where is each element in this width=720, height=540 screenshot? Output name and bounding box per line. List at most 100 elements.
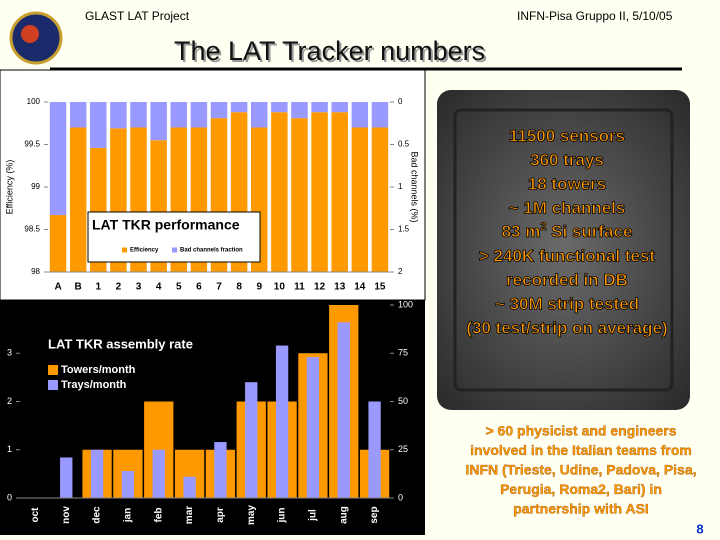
- bar: [371, 102, 389, 128]
- x-tick-label: aug: [338, 506, 349, 524]
- y2-tick-label: 0: [398, 492, 403, 502]
- x-tick-label: jan: [123, 508, 134, 523]
- bar: [110, 102, 127, 129]
- photo-line: ~ 1M channels: [509, 198, 626, 217]
- bar: [90, 449, 104, 498]
- x-tick-label: 12: [314, 282, 326, 293]
- legend-swatch: [48, 380, 58, 390]
- x-tick-label: sep: [369, 506, 380, 523]
- x-tick-label: 8: [236, 282, 242, 293]
- bar: [152, 449, 165, 498]
- bar: [331, 102, 348, 113]
- x-tick-label: 15: [374, 282, 386, 293]
- photo-line-part: 83 m: [502, 222, 541, 241]
- x-tick-label: mar: [184, 506, 195, 524]
- title-shadow: The LAT Tracker numbers: [176, 38, 487, 68]
- bar: [69, 127, 87, 272]
- bar: [121, 470, 135, 498]
- y-tick-label: 0: [7, 492, 12, 502]
- x-tick-label: 14: [354, 282, 366, 293]
- bar: [49, 215, 67, 272]
- page-number: 8: [696, 521, 703, 536]
- legend-label: Trays/month: [61, 379, 127, 391]
- legend-label: Efficiency: [130, 248, 159, 254]
- bar: [291, 102, 308, 119]
- bar: [271, 102, 288, 113]
- legend-swatch: [172, 247, 177, 253]
- bar: [271, 112, 288, 272]
- x-tick-label: 10: [274, 282, 286, 293]
- bar: [210, 102, 228, 119]
- y2-tick-label: 0: [398, 97, 403, 106]
- x-tick-label: 11: [294, 282, 305, 293]
- bar: [183, 476, 196, 498]
- bar: [130, 102, 147, 128]
- bar: [230, 102, 248, 113]
- y2-tick-label: 0.5: [398, 140, 410, 149]
- legend-label: Bad channels fraction: [180, 248, 243, 254]
- bar: [170, 102, 188, 128]
- bar: [190, 102, 208, 128]
- x-tick-label: feb: [153, 508, 164, 523]
- title: The LAT Tracker numbers: [174, 36, 485, 66]
- photo-line: (30 test/strip on average): [466, 318, 667, 337]
- footnote-line: Perugia, Roma2, Bari) in: [500, 481, 662, 497]
- x-tick-label: jul: [308, 509, 319, 522]
- x-tick-label: 1: [96, 282, 102, 293]
- x-tick-label: may: [246, 505, 257, 525]
- bar: [275, 345, 289, 498]
- x-tick-label: 3: [136, 282, 142, 293]
- footnote-line: partnership with ASI: [513, 501, 649, 517]
- y-tick-label: 98: [31, 267, 40, 276]
- y-tick-label: 2: [7, 396, 12, 406]
- y-tick-label: 99: [31, 182, 40, 191]
- y2-tick-label: 1.5: [398, 225, 410, 234]
- bar: [331, 112, 348, 272]
- footnote-line: > 60 physicist and engineers: [485, 423, 676, 439]
- bar: [60, 457, 73, 498]
- y-axis-label: Efficiency (%): [4, 160, 14, 215]
- bar: [311, 112, 328, 272]
- x-tick-label: dec: [92, 506, 103, 524]
- bar: [150, 102, 167, 141]
- y2-tick-label: 100: [398, 299, 413, 309]
- x-tick-label: apr: [215, 507, 226, 523]
- x-tick-label: 6: [196, 282, 202, 293]
- footnote-line: INFN (Trieste, Udine, Padova, Pisa,: [465, 462, 696, 478]
- y2-tick-label: 75: [398, 348, 408, 358]
- footnote-line: involved in the Italian teams from: [470, 442, 692, 458]
- bar: [337, 322, 350, 498]
- bar: [371, 127, 389, 272]
- bar: [351, 127, 369, 272]
- x-tick-label: 2: [116, 282, 122, 293]
- legend-label: Towers/month: [61, 364, 136, 376]
- bar: [90, 102, 107, 148]
- y2-tick-label: 50: [398, 396, 408, 406]
- y2-tick-label: 2: [398, 267, 403, 276]
- chart-title: LAT TKR performance: [92, 217, 240, 233]
- photo-line: 83 m2 Si surface: [502, 221, 633, 242]
- x-tick-label: 13: [334, 282, 346, 293]
- x-tick-label: A: [54, 282, 61, 293]
- photo-sensor: [453, 108, 674, 392]
- y-tick-label: 98.5: [24, 225, 40, 234]
- x-tick-label: oct: [30, 507, 41, 523]
- x-tick-label: nov: [61, 506, 72, 524]
- x-tick-label: 7: [216, 282, 222, 293]
- header-left: GLAST LAT Project: [85, 9, 190, 23]
- legend-swatch: [122, 247, 127, 253]
- x-tick-label: B: [75, 282, 82, 293]
- y-tick-label: 99.5: [24, 140, 40, 149]
- legend-box: [87, 211, 261, 263]
- x-tick-label: 5: [176, 282, 182, 293]
- photo-line: ~ 30M strip tested: [495, 294, 639, 313]
- bar: [351, 102, 369, 128]
- x-tick-label: 9: [256, 282, 262, 293]
- photo-line-part: Si surface: [546, 222, 632, 241]
- bar: [291, 118, 308, 273]
- header-right: INFN-Pisa Gruppo II, 5/10/05: [517, 9, 673, 23]
- bar: [306, 357, 320, 498]
- photo-line: 360 trays: [530, 150, 604, 169]
